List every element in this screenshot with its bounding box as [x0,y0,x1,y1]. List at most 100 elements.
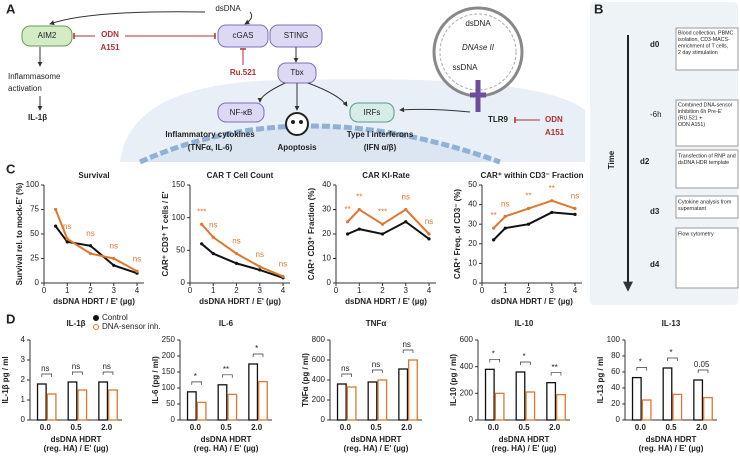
y-axis-label: Survival rel. to mock-E' (%) [15,182,24,285]
step-text: dsDNA HDR template [678,160,729,166]
significance: ns [209,220,217,229]
significance: ns [232,237,240,246]
significance: ns [102,362,110,371]
significance: ** [549,184,555,193]
significance: ** [525,192,531,201]
x-tick-label: 1 [65,286,70,295]
y-tick-label: 10 [322,254,331,263]
y-tick-label: 0 [181,278,186,287]
y-tick-label: 200 [312,395,326,404]
significance: ns [279,260,287,269]
bar [377,379,388,421]
point [54,207,58,212]
y-axis-label: CAR⁺ Freq. of CD3⁻ (%) [453,189,462,280]
point [211,235,215,239]
bar [693,379,704,421]
sig-bracket [402,349,414,353]
bar [631,376,642,421]
significance: ns [501,199,509,208]
chart-title: IL-10 [515,319,534,328]
y-tick-label: 100 [172,213,186,222]
sig-bracket [489,358,500,363]
y-tick-label: 50 [176,245,185,254]
point [573,212,577,216]
significance: ns [41,364,49,373]
il1b: IL-1β [28,113,47,122]
y-tick-label: 0 [473,278,478,287]
sig-bracket [102,371,114,375]
dnase: DNAse II [462,43,495,52]
ru521: Ru.521 [230,68,257,77]
significance: * [194,372,197,381]
point [503,226,507,230]
significance: ** [491,211,497,220]
y-tick-label: 800 [312,335,326,344]
x-tick-label: 2.0 [549,423,561,432]
bar [525,391,536,421]
bar [556,394,566,421]
y-tick-label: 0 [616,415,621,424]
tlr9: TLR9 [488,115,509,124]
x-axis-label: dsDNA HDRT [51,435,102,444]
x-tick-label: 3 [550,286,555,295]
x-tick-label: 1 [503,286,508,295]
chart-title: IL-6 [219,319,234,328]
point [526,222,531,226]
x-tick-label: 3 [404,286,409,295]
significance: ns [86,229,94,238]
bar [484,368,495,421]
legend-marker [93,315,99,321]
y-tick-label: 100 [607,335,621,344]
point [357,227,361,231]
x-axis-label: dsDNA HDRT / E' (µg) [491,297,573,306]
dsdna: dsDNA [465,19,491,28]
x-tick-label: 2.0 [696,423,708,432]
point [258,268,262,272]
nfkb: NF-κB [230,108,253,117]
significance: * [492,349,495,358]
y-axis-label: IL-13 pg / ml [596,357,605,404]
x-tick-label: 2 [380,286,385,295]
panel-label: A [6,1,16,16]
x-tick-label: 0.5 [665,423,677,432]
sig-bracket [41,373,52,377]
sig-bracket [252,353,264,357]
y-tick-label: 100 [26,180,40,189]
y-tick-label: 0 [327,278,332,287]
sig-bracket [191,381,202,385]
tick: d3 [650,207,660,216]
point [357,207,361,212]
arrow [49,11,206,25]
y-axis-label: TNFα (pg / ml) [301,353,310,407]
x-tick-label: 0.5 [518,423,530,432]
x-axis-label: dsDNA HDRT [201,435,252,444]
tick: d4 [650,260,660,269]
bar [494,392,505,421]
x-tick-label: 4 [135,286,140,295]
step-text: Cytokine analysis from [678,199,732,205]
x-tick-label: 2.0 [101,423,113,432]
point [281,274,285,279]
legend-label: Control [102,313,128,322]
point [234,261,239,265]
point [550,210,554,215]
point [200,222,204,226]
panel-b: B Time d0 -6h d2 d3 d4 Blood collection,… [590,1,739,305]
x-tick-label: 2 [234,286,239,295]
sig-bracket [72,371,83,375]
step-text: 2 day stimulation [678,50,718,56]
panel-label: C [6,161,16,176]
y-tick-label: 150 [162,367,176,376]
bar [248,363,259,421]
arrow [244,11,253,25]
chart-title: CAR⁺ within CD3⁻ Fraction [480,171,583,180]
irfs: IRFs [364,108,381,117]
bar [258,380,268,421]
x-tick-label: 1 [211,286,216,295]
x-axis-label: dsDNA HDRT [499,435,550,444]
tick: d2 [640,157,650,166]
arrow [307,82,348,107]
y-tick-label: 40 [611,383,620,392]
series-line [200,243,284,279]
odn: A151 [545,128,565,137]
